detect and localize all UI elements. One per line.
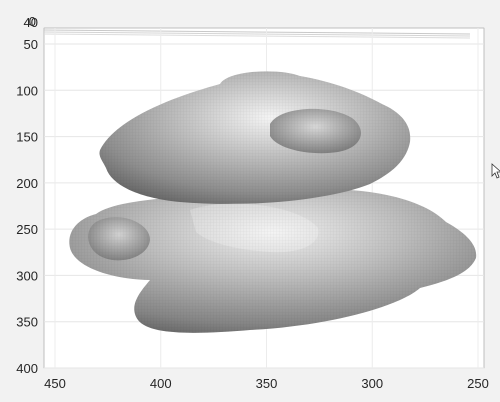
y-tick-label: 40 — [24, 15, 38, 30]
y-tick-label: 200 — [16, 176, 38, 191]
x-tick-label: 300 — [361, 376, 383, 391]
y-tick-label: 250 — [16, 222, 38, 237]
x-axis: 450 400 350 300 250 — [44, 376, 489, 391]
y-tick-label: 350 — [16, 315, 38, 330]
surface-3d[interactable] — [69, 71, 477, 333]
x-tick-label: 350 — [256, 376, 278, 391]
x-tick-label: 450 — [44, 376, 66, 391]
x-tick-label: 250 — [467, 376, 489, 391]
y-tick-label: 100 — [16, 83, 38, 98]
y-axis: 40 50 100 150 200 250 300 350 400 — [16, 15, 38, 376]
mouse-pointer-icon — [491, 163, 500, 179]
y-tick-label: 400 — [16, 361, 38, 376]
surface-mesh — [69, 71, 477, 333]
corner-tick-label: 0 — [29, 14, 36, 29]
x-tick-label: 400 — [150, 376, 172, 391]
y-tick-label: 50 — [24, 37, 38, 52]
y-tick-label: 150 — [16, 130, 38, 145]
y-tick-label: 300 — [16, 268, 38, 283]
